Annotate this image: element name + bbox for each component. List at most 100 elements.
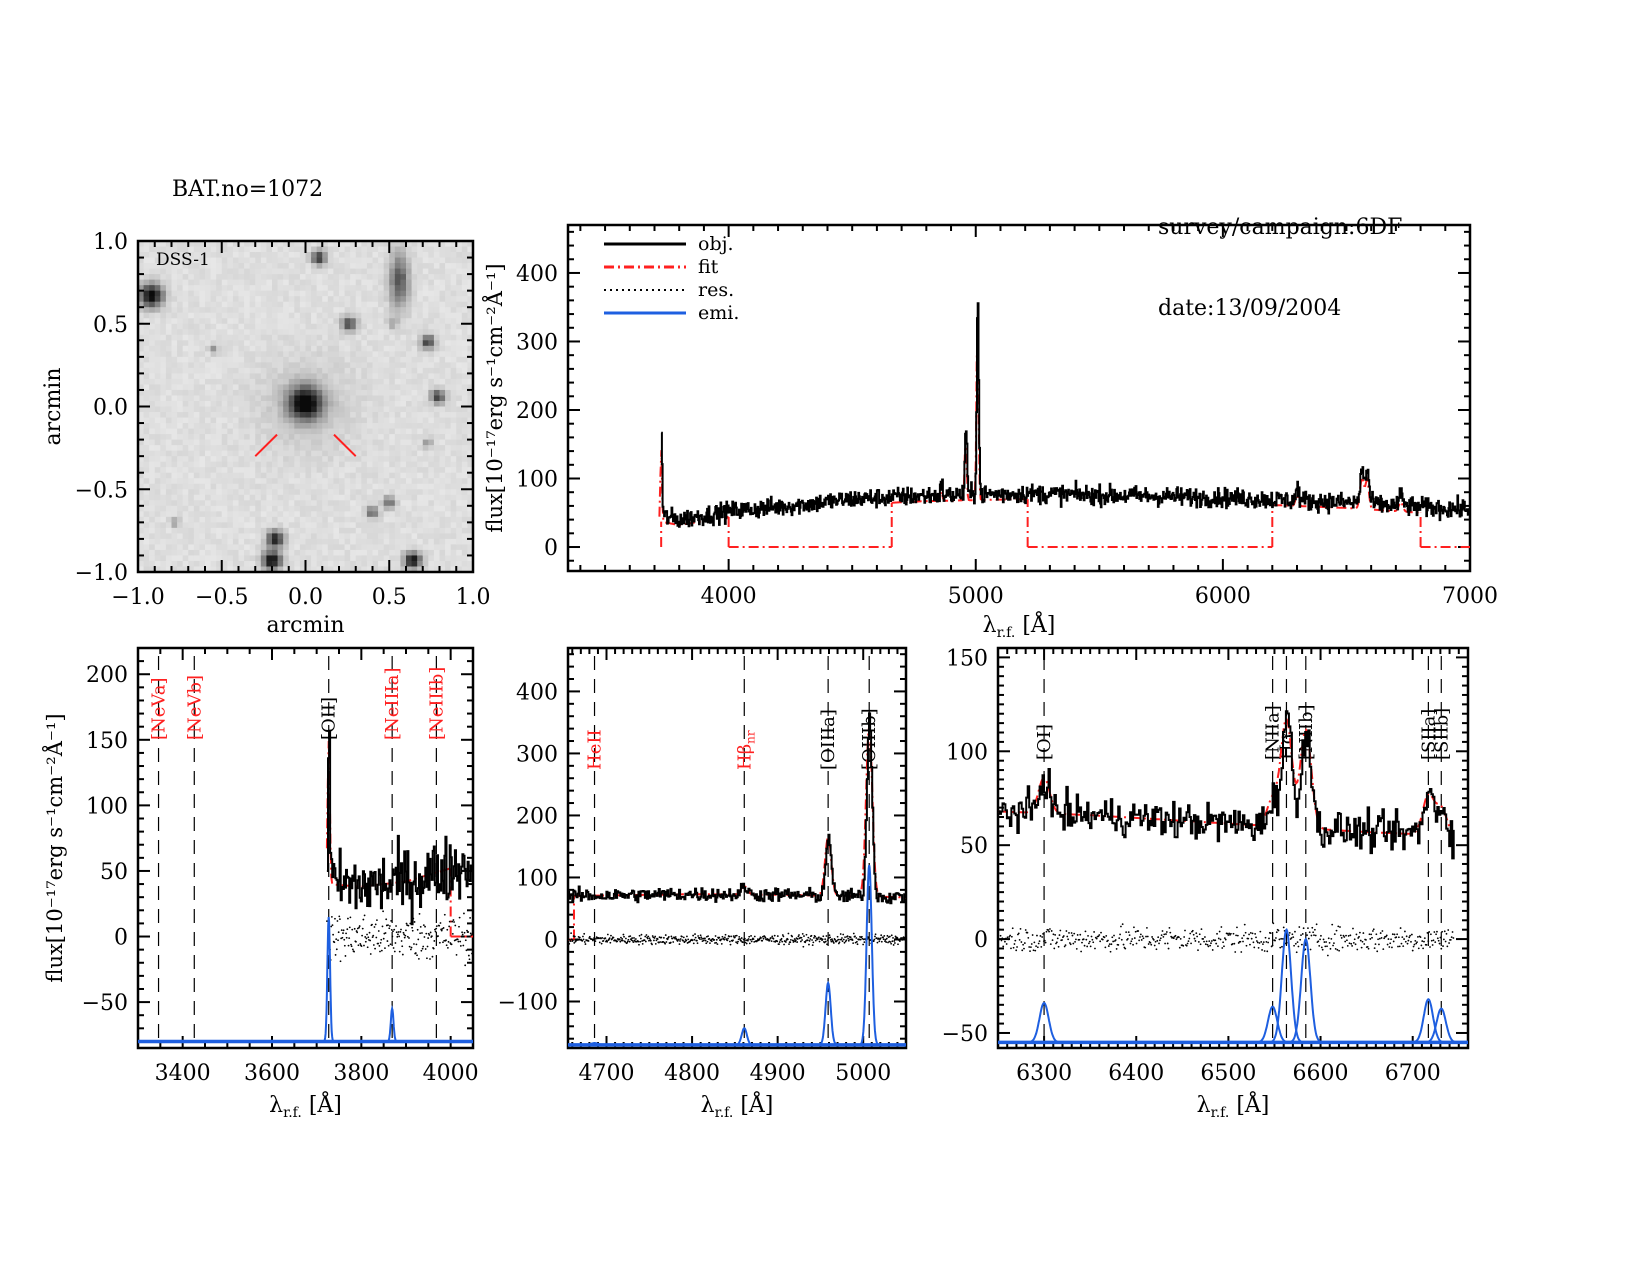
image-pixel	[366, 362, 374, 369]
residual-point	[720, 938, 723, 941]
image-pixel	[238, 489, 245, 496]
image-pixel	[389, 439, 396, 446]
residual-point	[629, 935, 632, 938]
image-pixel	[160, 555, 167, 562]
image-pixel	[272, 489, 279, 496]
image-pixel	[406, 290, 413, 297]
image-pixel	[366, 489, 374, 496]
image-pixel	[255, 527, 262, 534]
image-pixel	[339, 389, 346, 397]
image-pixel	[244, 373, 251, 380]
residual-point	[595, 937, 597, 940]
image-pixel	[305, 257, 312, 264]
image-pixel	[249, 555, 256, 562]
image-pixel	[461, 549, 469, 557]
image-pixel	[199, 456, 206, 463]
image-pixel	[193, 428, 201, 435]
image-pixel	[461, 505, 469, 512]
image-pixel	[199, 472, 206, 479]
image-pixel	[361, 356, 368, 363]
image-pixel	[428, 263, 435, 270]
image-pixel	[188, 500, 195, 507]
image-pixel	[344, 362, 351, 369]
image-pixel	[199, 285, 206, 292]
image-pixel	[461, 274, 469, 281]
image-pixel	[350, 257, 357, 264]
image-pixel	[165, 241, 173, 248]
image-pixel	[467, 456, 474, 463]
residual-point	[707, 935, 709, 938]
image-pixel	[422, 378, 429, 386]
image-pixel	[221, 241, 228, 248]
image-pixel	[255, 263, 262, 270]
image-pixel	[216, 423, 223, 430]
image-pixel	[188, 384, 195, 391]
image-pixel	[333, 384, 340, 391]
image-pixel	[450, 340, 457, 347]
image-pixel	[154, 334, 161, 341]
image-pixel	[339, 549, 346, 557]
image-pixel	[210, 246, 217, 253]
image-pixel	[249, 334, 256, 341]
image-pixel	[149, 566, 156, 573]
image-pixel	[327, 428, 335, 435]
image-pixel	[350, 362, 357, 369]
y-tick-label: 200	[86, 663, 128, 688]
image-pixel	[177, 549, 184, 557]
image-pixel	[260, 274, 268, 281]
image-pixel	[138, 516, 145, 523]
residual-point	[770, 936, 772, 939]
image-pixel	[433, 356, 441, 363]
image-pixel	[327, 334, 335, 341]
image-pixel	[283, 406, 290, 413]
image-pixel	[165, 412, 173, 419]
image-pixel	[260, 560, 268, 568]
image-pixel	[227, 373, 234, 380]
image-pixel	[143, 434, 150, 441]
image-pixel	[193, 400, 201, 408]
image-pixel	[339, 555, 346, 562]
residual-point	[410, 946, 413, 949]
image-pixel	[417, 268, 424, 275]
image-pixel	[205, 268, 212, 275]
image-pixel	[433, 285, 441, 292]
image-pixel	[221, 274, 228, 281]
image-pixel	[216, 323, 223, 330]
residual-point	[810, 934, 813, 937]
image-pixel	[255, 329, 262, 336]
image-pixel	[288, 340, 295, 347]
image-pixel	[305, 274, 312, 281]
image-pixel	[193, 301, 201, 308]
image-pixel	[177, 323, 184, 330]
image-pixel	[216, 461, 223, 468]
image-pixel	[461, 538, 469, 546]
residual-point	[435, 927, 438, 930]
image-pixel	[177, 268, 184, 275]
image-pixel	[333, 445, 340, 452]
image-pixel	[322, 445, 329, 452]
residual-point	[611, 937, 614, 940]
image-pixel	[389, 279, 396, 286]
image-pixel	[294, 345, 301, 352]
image-pixel	[428, 566, 435, 573]
image-pixel	[311, 356, 318, 363]
image-pixel	[372, 439, 379, 446]
image-pixel	[417, 478, 424, 485]
image-pixel	[232, 505, 240, 512]
image-pixel	[361, 400, 368, 408]
image-pixel	[182, 362, 189, 369]
image-pixel	[327, 483, 335, 490]
image-pixel	[221, 522, 228, 529]
residual-point	[373, 926, 376, 928]
residual-point	[467, 954, 470, 957]
image-pixel	[193, 362, 201, 369]
image-pixel	[372, 467, 379, 474]
image-pixel	[294, 560, 301, 568]
image-pixel	[383, 334, 390, 341]
image-pixel	[339, 285, 346, 292]
image-pixel	[199, 301, 206, 308]
image-pixel	[165, 384, 173, 391]
image-pixel	[244, 340, 251, 347]
image-pixel	[266, 395, 273, 402]
image-pixel	[467, 351, 474, 358]
